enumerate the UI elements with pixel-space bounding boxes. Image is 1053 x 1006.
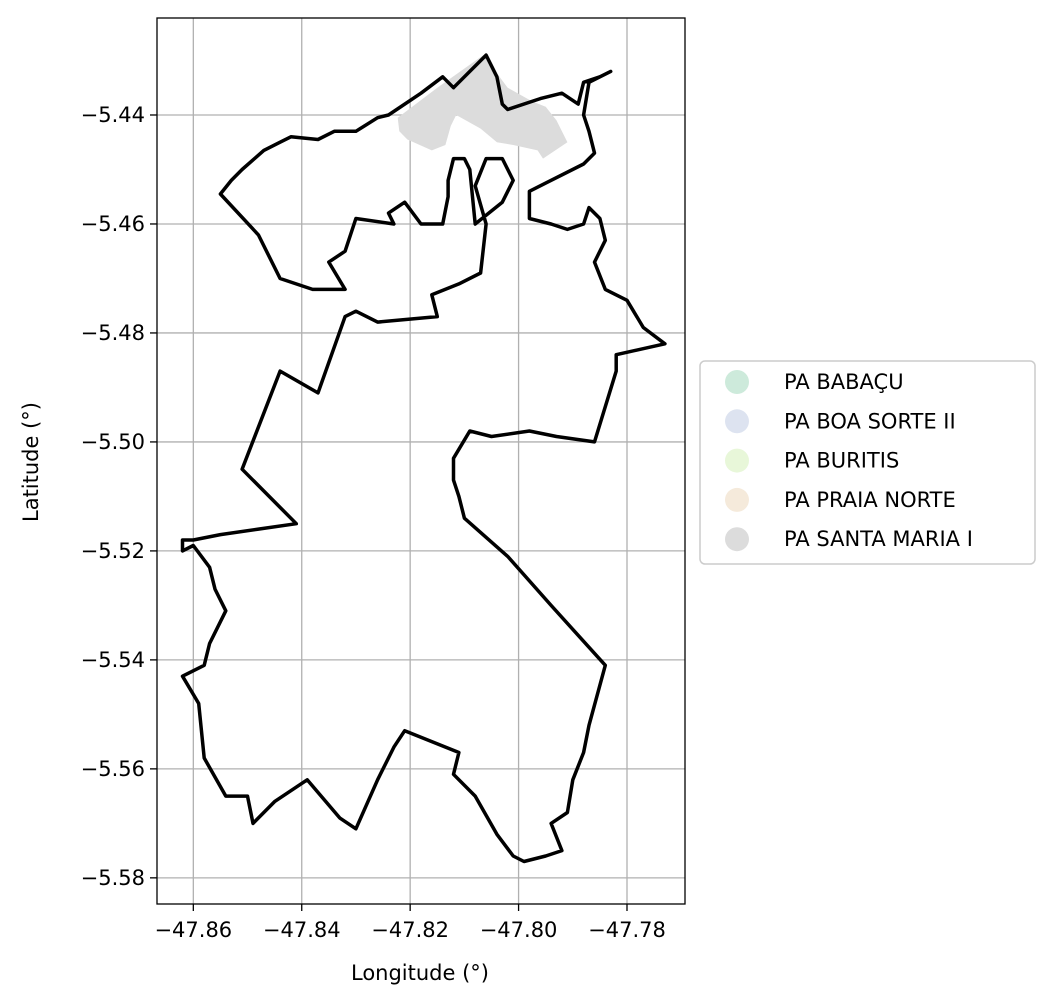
settlement-areas [397,55,568,159]
y-tick-label: −5.58 [81,866,145,890]
x-tick-label: −47.80 [480,918,558,942]
legend-label: PA BURITIS [784,449,899,473]
legend-marker [725,527,749,552]
legend-label: PA BABAÇU [784,370,904,394]
y-tick-label: −5.52 [81,539,145,563]
legend: PA BABAÇU PA BOA SORTE II PA BURITIS PA PRA… [699,360,1036,565]
x-tick-label: −47.84 [263,918,341,942]
boundary-outline [180,53,667,864]
municipality-boundary [180,53,667,864]
x-axis-title: Longitude (°) [351,961,489,985]
legend-marker [725,448,749,473]
y-axis-title: Latitude (°) [19,402,43,522]
y-tick-label: −5.50 [81,430,145,454]
legend-marker [725,370,749,394]
legend-marker [725,487,749,512]
legend-label: PA SANTA MARIA I [784,527,973,551]
legend-marker [725,409,749,434]
x-tick-label: −47.78 [588,918,666,942]
legend-frame [699,360,1036,565]
y-tick-label: −5.54 [81,648,145,672]
settlement-area-pa-santa-maria-i [397,55,568,159]
legend-label: PA PRAIA NORTE [784,488,956,512]
x-tick-label: −47.86 [154,918,232,942]
grid-lines [157,18,685,904]
y-tick-label: −5.46 [81,212,145,236]
legend-label: PA BOA SORTE II [784,409,956,433]
y-tick-label: −5.48 [81,321,145,345]
y-tick-label: −5.56 [81,757,145,781]
y-tick-label: −5.44 [81,103,145,127]
x-tick-label: −47.82 [371,918,449,942]
axis-ticks: −47.86 −47.84 −47.82 −47.80 −47.78 −5.44 −5.46… [81,103,666,942]
plot-frame [156,17,686,905]
